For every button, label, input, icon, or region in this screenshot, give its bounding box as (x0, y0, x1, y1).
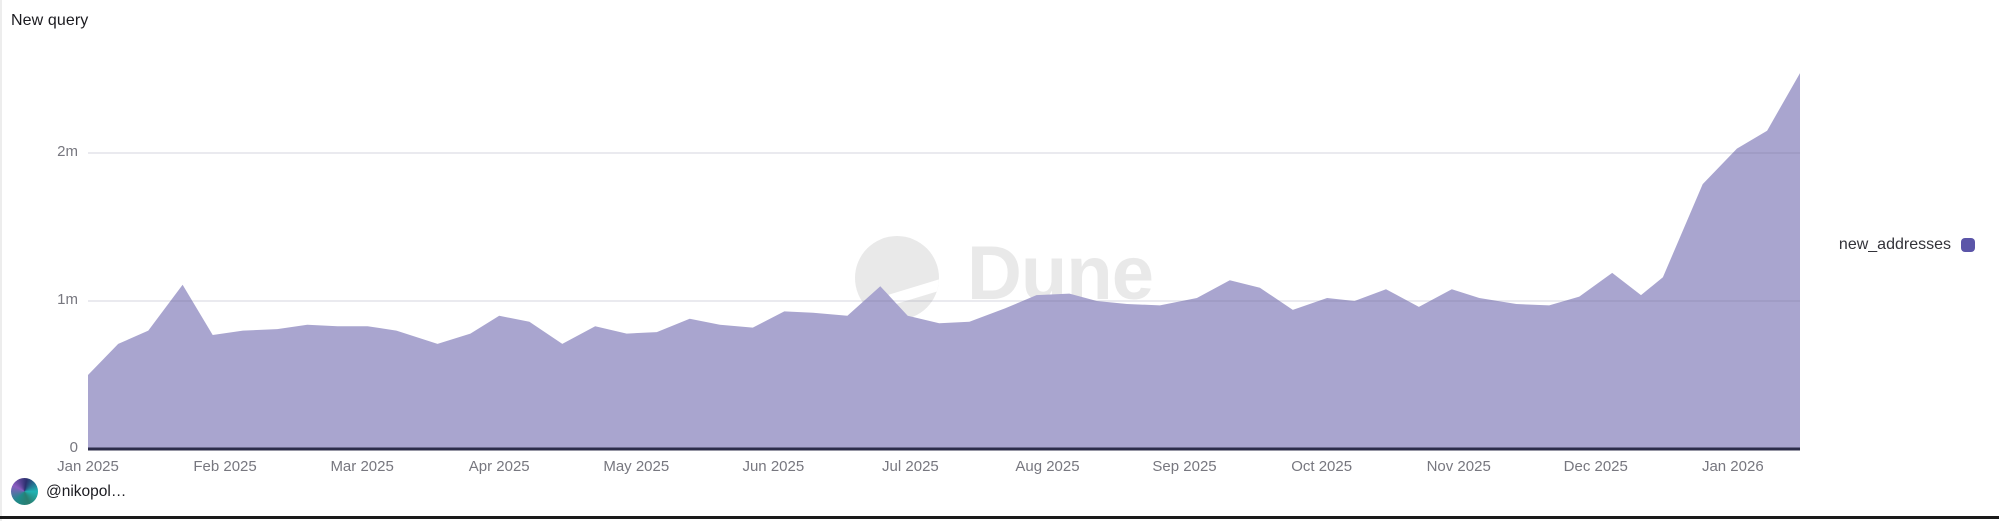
x-axis-label-mar-2025: Mar 2025 (330, 458, 394, 475)
bottom-edge-divider (0, 516, 1999, 519)
x-axis-label-may-2025: May 2025 (603, 458, 670, 475)
legend-item-new-addresses[interactable]: new_addresses (1839, 236, 1975, 254)
x-axis-label-apr-2025: Apr 2025 (468, 458, 530, 475)
x-axis-label-feb-2025: Feb 2025 (193, 458, 257, 475)
author-handle: @nikopol… (46, 482, 127, 500)
y-axis-label-2m: 2m (57, 143, 78, 160)
y-axis-label-0: 0 (69, 439, 78, 456)
x-axis-label-nov-2025: Nov 2025 (1426, 458, 1491, 475)
x-axis-label-aug-2025: Aug 2025 (1015, 458, 1080, 475)
area-series-new-addresses[interactable] (88, 73, 1800, 449)
chart-plot[interactable] (88, 40, 1800, 452)
x-axis-label-jul-2025: Jul 2025 (882, 458, 939, 475)
x-axis-label-jan-2026: Jan 2026 (1701, 458, 1764, 475)
left-edge-divider (0, 0, 2, 521)
x-axis-label-oct-2025: Oct 2025 (1291, 458, 1353, 475)
x-axis-label-sep-2025: Sep 2025 (1152, 458, 1217, 475)
author-avatar (11, 478, 38, 505)
x-axis-label-jan-2025: Jan 2025 (57, 458, 119, 475)
page-title: New query (11, 12, 89, 29)
y-axis-label-1m: 1m (57, 291, 78, 308)
x-axis-label-jun-2025: Jun 2025 (742, 458, 805, 475)
author-attribution-link[interactable]: @nikopol… (11, 478, 126, 505)
legend-label: new_addresses (1838, 236, 1951, 253)
legend-marker (1961, 238, 1975, 252)
x-axis-label-dec-2025: Dec 2025 (1563, 458, 1628, 475)
